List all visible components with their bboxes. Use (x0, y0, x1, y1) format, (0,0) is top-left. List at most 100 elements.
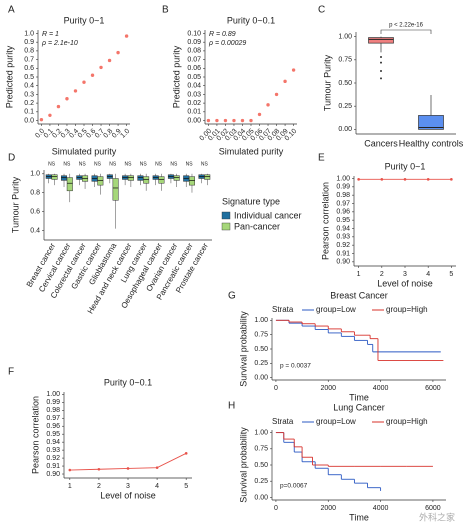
x-axis-label: Simulated purity (52, 146, 117, 156)
panel-letter: G (228, 291, 236, 302)
x-axis-label: Time (349, 392, 369, 402)
x-tick-label: 0.9 (111, 128, 123, 140)
legend-label: group=High (386, 417, 428, 426)
x-tick-label: 3 (403, 271, 407, 278)
panel-letter: H (228, 401, 235, 412)
chart-title: Breast Cancer (330, 290, 388, 300)
box (137, 175, 144, 181)
point (426, 178, 430, 181)
box (112, 178, 119, 201)
y-tick-label: 0.92 (336, 242, 350, 249)
y-tick-label: 0.90 (336, 259, 350, 266)
y-tick-label: 0.07 (187, 56, 201, 63)
y-tick-label: 0.00 (254, 494, 268, 501)
x-tick-label: 0.5 (77, 128, 89, 140)
significance: NS (63, 161, 71, 167)
panel: G Breast Cancer Survival probability 0.00 0.… (228, 290, 446, 402)
y-tick-label: 0.3 (24, 91, 34, 98)
x-tick-label: 0.3 (60, 128, 72, 140)
panel-letter: C (318, 5, 325, 16)
legend-title: Signature type (222, 196, 280, 206)
x-tick-label: 0.1 (43, 128, 55, 140)
y-tick-label: 0.9 (24, 39, 34, 46)
y-tick-label: 1.00 (254, 429, 268, 436)
legend-label: group=Low (316, 417, 356, 426)
x-axis-label: Level of noise (377, 278, 433, 288)
x-tick-label: 0.2 (51, 128, 63, 140)
y-tick-label: 0.95 (336, 217, 350, 224)
point (48, 113, 52, 117)
x-tick-label: 2 (380, 271, 384, 278)
annotation: p=0.0067 (280, 483, 308, 490)
y-tick-label: 0.75 (254, 331, 268, 338)
annotation: p = 0.0037 (280, 363, 311, 370)
bracket (380, 29, 432, 34)
point (184, 452, 188, 455)
y-tick-label: 0.00 (187, 117, 201, 124)
outlier (380, 69, 382, 72)
x-tick-label: 6000 (425, 505, 441, 512)
y-tick-label: 0.8 (24, 48, 34, 55)
panel-letter: D (8, 153, 15, 164)
annotation: p < 2.22e-16 (389, 23, 424, 29)
chart-title: Purity 0~1 (385, 161, 426, 171)
y-tick-label: 0.08 (187, 48, 201, 55)
point (39, 117, 44, 122)
legend-title: Strata (272, 417, 294, 426)
x-axis-label: Time (349, 512, 369, 522)
point (97, 467, 101, 471)
significance: NS (155, 161, 163, 167)
y-tick-label: 0.94 (46, 439, 60, 446)
point (126, 467, 130, 470)
x-tick-label: 0.7 (94, 128, 106, 140)
x-tick-label: 1.0 (119, 128, 131, 140)
y-tick-label: 0.09 (187, 39, 201, 46)
y-tick-label: 0.90 (46, 471, 60, 478)
point (232, 118, 236, 123)
x-axis-label: Level of noise (100, 490, 156, 500)
x-tick-label: 2000 (320, 505, 336, 512)
y-tick-label: 0.94 (336, 225, 350, 232)
box (61, 175, 68, 181)
y-tick-label: 0.4 (30, 227, 40, 234)
y-tick-label: 0.91 (46, 463, 60, 470)
y-tick-label: 0.93 (336, 234, 350, 241)
legend-title: Strata (272, 305, 294, 314)
point (99, 65, 103, 70)
y-tick-label: 0.50 (254, 462, 268, 469)
box (368, 37, 394, 44)
point (450, 178, 453, 181)
x-tick-label: 3 (126, 483, 130, 490)
y-tick-label: 0.99 (46, 399, 60, 406)
legend-label: Pan-cancer (234, 221, 280, 231)
point (73, 89, 78, 93)
y-tick-label: 0.50 (338, 80, 352, 87)
y-tick-label: 0.75 (338, 57, 352, 64)
y-axis-label: Predicted purity (4, 45, 14, 108)
y-axis-label: Tumour Purity (322, 54, 332, 111)
y-tick-label: 1.00 (336, 175, 350, 182)
y-tick-label: 0.7 (24, 56, 34, 63)
chart-title: Purity 0~0.1 (104, 377, 152, 387)
point (274, 92, 279, 97)
x-tick-label: Healthy controls (399, 138, 464, 148)
point (124, 34, 129, 38)
panel-letter: E (318, 153, 325, 164)
y-tick-label: 1.0 (30, 171, 40, 178)
point (107, 58, 112, 63)
panel: C Tumour Purity 0.00 0.25 0.50 0.75 1.00 Cancer… (318, 5, 464, 149)
y-tick-label: 0.96 (46, 423, 60, 430)
point (56, 104, 61, 109)
y-axis-label: Survival probability (238, 427, 248, 503)
y-axis-label: Pearson correlation (30, 396, 40, 474)
panel: B Purity 0~0.1 Predicted purity 0.000.01 0.0… (162, 5, 298, 157)
y-tick-label: 1.00 (254, 317, 268, 324)
y-tick-label: 0.06 (187, 65, 201, 72)
x-tick-label: 0 (274, 505, 278, 512)
x-tick-label: 4 (426, 271, 430, 278)
x-tick-label: 0.4 (68, 128, 80, 140)
y-tick-label: 0.02 (187, 100, 201, 107)
point (82, 80, 86, 84)
point (155, 466, 159, 469)
